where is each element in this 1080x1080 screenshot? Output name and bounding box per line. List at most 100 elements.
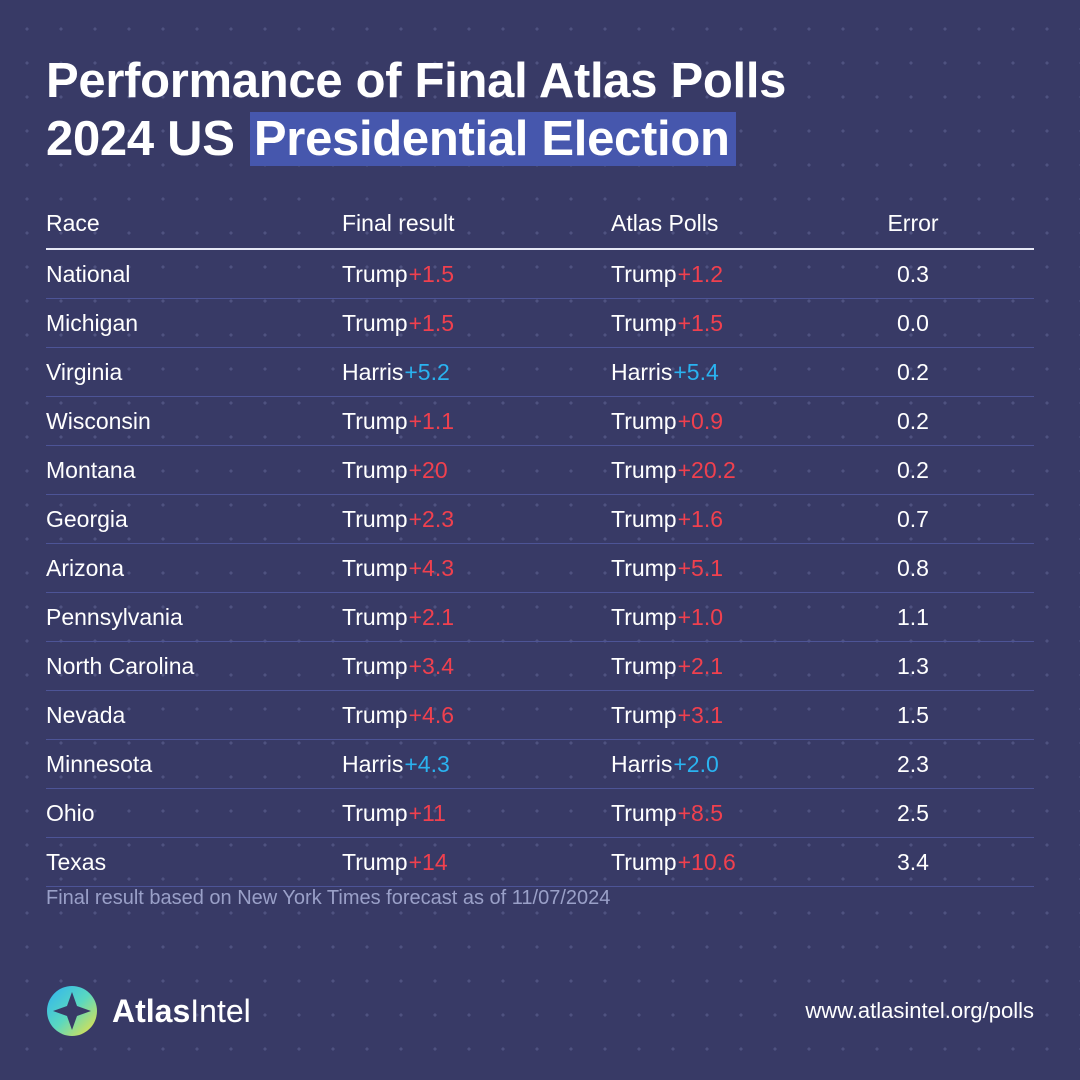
atlas-candidate: Trump: [611, 261, 677, 287]
atlas-margin: +8.5: [677, 800, 724, 826]
final-margin: +4.3: [408, 555, 455, 581]
error-value: 0.7: [897, 506, 929, 532]
atlas-poll: Harris+5.4: [611, 359, 719, 386]
final-result: Trump+2.3: [342, 506, 454, 533]
atlas-candidate: Trump: [611, 849, 677, 875]
atlas-poll: Trump+10.6: [611, 849, 736, 876]
final-candidate: Trump: [342, 261, 408, 287]
table-row: North Carolina Trump+3.4 Trump+2.1 1.3: [46, 642, 1034, 691]
final-margin: +11: [408, 800, 446, 826]
header-race: Race: [46, 210, 100, 236]
error-value: 0.8: [897, 555, 929, 581]
final-result: Harris+5.2: [342, 359, 450, 386]
footnote: Final result based on New York Times for…: [46, 887, 611, 909]
atlas-candidate: Trump: [611, 310, 677, 336]
atlas-margin: +1.6: [677, 506, 724, 532]
final-result: Trump+11: [342, 800, 446, 827]
title-line-2-prefix: 2024 US: [46, 112, 235, 166]
title-line-1: Performance of Final Atlas Polls: [46, 54, 787, 108]
header-final-result: Final result: [342, 210, 455, 236]
atlas-poll: Trump+5.1: [611, 555, 723, 582]
atlas-margin: +1.2: [677, 261, 724, 287]
atlas-poll: Trump+1.5: [611, 310, 723, 337]
atlas-candidate: Trump: [611, 800, 677, 826]
final-result: Trump+1.5: [342, 310, 454, 337]
atlas-candidate: Trump: [611, 457, 677, 483]
final-margin: +14: [408, 849, 448, 875]
table-row: Pennsylvania Trump+2.1 Trump+1.0 1.1: [46, 593, 1034, 642]
brand-name-regular: Intel: [190, 993, 251, 1029]
final-result: Trump+1.1: [342, 408, 454, 435]
atlas-poll: Trump+8.5: [611, 800, 723, 827]
header-atlas-polls: Atlas Polls: [611, 210, 719, 236]
page-title: Performance of Final Atlas Polls 2024 US…: [46, 52, 786, 168]
brand-name: AtlasIntel: [112, 993, 251, 1030]
atlas-margin: +1.5: [677, 310, 724, 336]
atlas-margin: +20.2: [677, 457, 736, 483]
final-margin: +20: [408, 457, 448, 483]
final-candidate: Trump: [342, 800, 408, 826]
results-table: Race Final result Atlas Polls Error Nati…: [46, 200, 1034, 887]
race-name: Minnesota: [46, 751, 153, 777]
final-margin: +5.2: [404, 359, 450, 385]
atlas-poll: Trump+1.2: [611, 261, 723, 288]
race-name: Nevada: [46, 702, 126, 728]
atlas-poll: Trump+20.2: [611, 457, 736, 484]
error-value: 0.2: [897, 457, 929, 483]
table-body: National Trump+1.5 Trump+1.2 0.3 Michigan Tru…: [46, 250, 1034, 887]
atlas-poll: Trump+1.6: [611, 506, 723, 533]
atlas-margin: +5.1: [677, 555, 724, 581]
atlas-poll: Trump+0.9: [611, 408, 723, 435]
table-row: Texas Trump+14 Trump+10.6 3.4: [46, 838, 1034, 887]
error-value: 1.1: [897, 604, 929, 630]
error-value: 2.3: [897, 751, 929, 777]
race-name: Arizona: [46, 555, 124, 581]
table-row: Montana Trump +20 Trump+20.2 0.2: [46, 446, 1034, 495]
table-row: Wisconsin Trump+1.1 Trump+0.9 0.2: [46, 397, 1034, 446]
final-result: Trump+4.6: [342, 702, 454, 729]
table-header-row: Race Final result Atlas Polls Error: [46, 200, 1034, 250]
atlas-margin: +5.4: [673, 359, 719, 385]
race-name: Virginia: [46, 359, 123, 385]
final-candidate: Trump: [342, 604, 408, 630]
atlas-poll: Harris+2.0: [611, 751, 719, 778]
final-candidate: Trump: [342, 408, 408, 434]
table-row: Minnesota Harris+4.3 Harris+2.0 2.3: [46, 740, 1034, 789]
error-value: 0.2: [897, 359, 929, 385]
error-value: 0.0: [897, 310, 929, 336]
atlas-margin: +2.0: [673, 751, 719, 777]
final-candidate: Trump: [342, 653, 408, 679]
final-result: Trump+1.5: [342, 261, 454, 288]
atlasintel-compass-logo-icon: [47, 986, 97, 1036]
atlas-candidate: Trump: [611, 506, 677, 532]
final-candidate: Trump: [342, 506, 408, 532]
error-value: 2.5: [897, 800, 929, 826]
atlas-margin: +10.6: [677, 849, 736, 875]
final-result: Trump+3.4: [342, 653, 454, 680]
final-result: Trump+14: [342, 849, 448, 876]
race-name: Montana: [46, 457, 136, 483]
final-result: Trump+2.1: [342, 604, 454, 631]
table-row: Ohio Trump+11 Trump+8.5 2.5: [46, 789, 1034, 838]
race-name: Georgia: [46, 506, 128, 532]
atlas-margin: +1.0: [677, 604, 724, 630]
error-value: 0.2: [897, 408, 929, 434]
final-margin: +2.1: [408, 604, 455, 630]
table-row: Nevada Trump+4.6 Trump+3.1 1.5: [46, 691, 1034, 740]
atlas-candidate: Trump: [611, 604, 677, 630]
atlas-margin: +3.1: [677, 702, 724, 728]
table-row: Virginia Harris+5.2 Harris+5.4 0.2: [46, 348, 1034, 397]
race-name: North Carolina: [46, 653, 195, 679]
final-margin: +4.3: [404, 751, 450, 777]
error-value: 0.3: [897, 261, 929, 287]
table-row: Arizona Trump+4.3 Trump+5.1 0.8: [46, 544, 1034, 593]
final-margin: +3.4: [408, 653, 455, 679]
final-candidate: Trump: [342, 849, 408, 875]
atlas-poll: Trump+2.1: [611, 653, 723, 680]
website-link[interactable]: www.atlasintel.org/polls: [805, 998, 1034, 1023]
final-margin: +2.3: [408, 506, 455, 532]
race-name: Texas: [46, 849, 107, 875]
final-result: Trump+4.3: [342, 555, 454, 582]
table-row: Georgia Trump+2.3 Trump+1.6 0.7: [46, 495, 1034, 544]
race-name: National: [46, 261, 131, 287]
